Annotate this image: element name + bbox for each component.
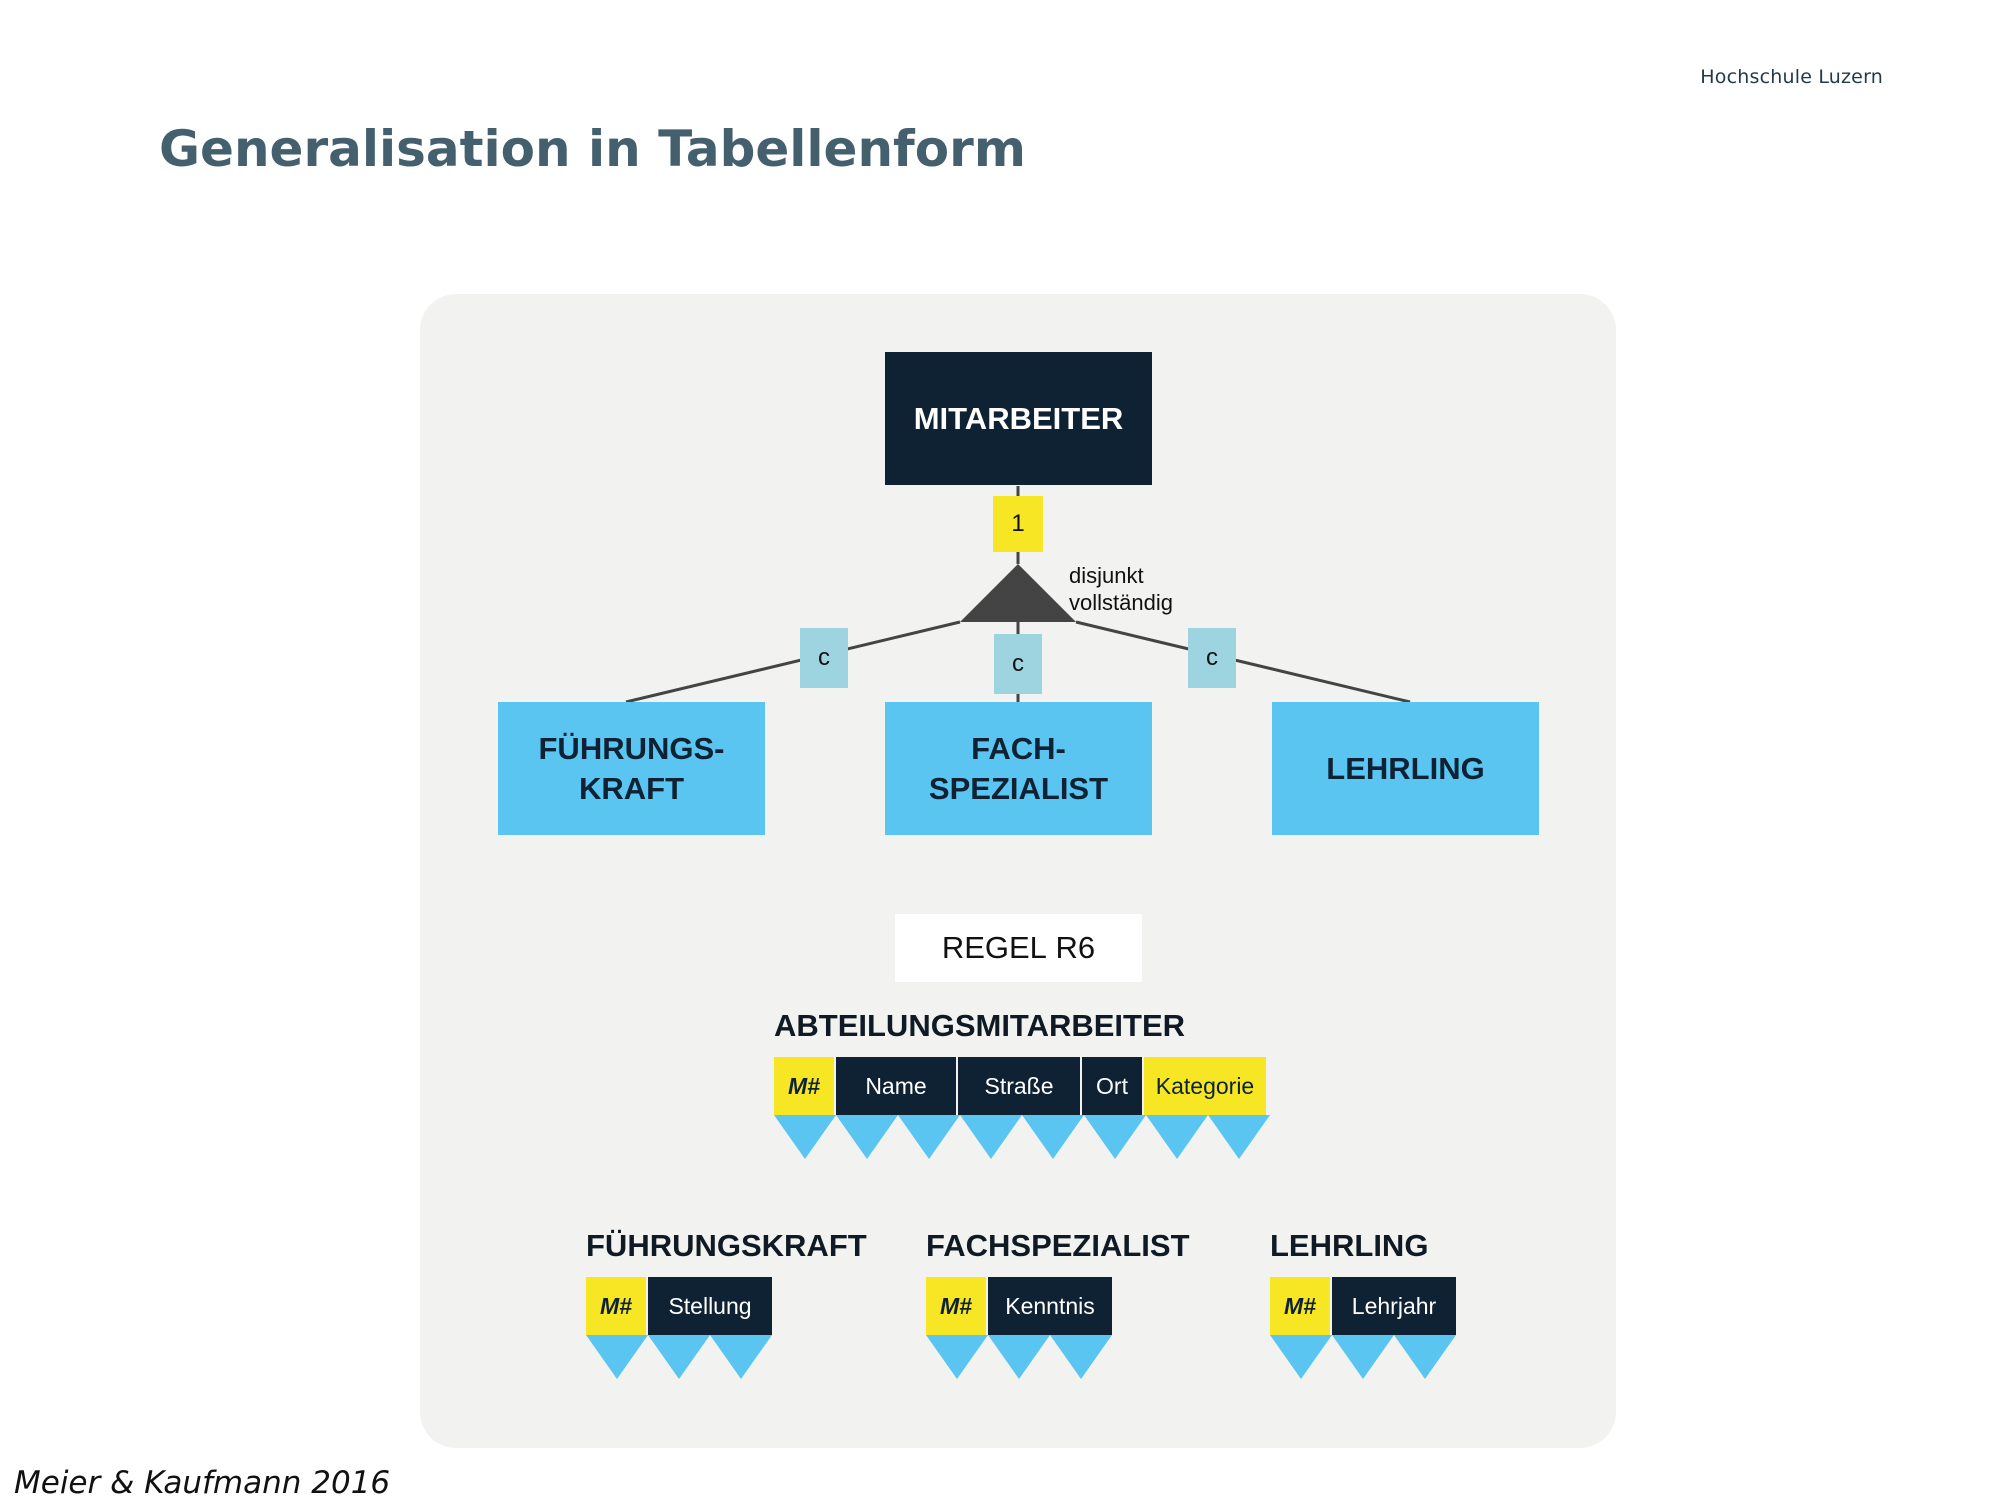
domain-triangles [926, 1335, 1112, 1379]
rule-name: R6 [1055, 930, 1096, 965]
domain-triangle [898, 1115, 960, 1159]
domain-triangle [774, 1115, 836, 1159]
citation: Meier & Kaufmann 2016 [14, 1465, 391, 1501]
domain-triangle [836, 1115, 898, 1159]
domain-triangles [586, 1335, 772, 1379]
rule-label: REGEL R6 [895, 914, 1142, 982]
column-strasse: Straße [958, 1057, 1082, 1115]
domain-triangle [586, 1335, 648, 1379]
domain-triangle [926, 1335, 988, 1379]
column-name: Name [836, 1057, 958, 1115]
entity-fuehrungskraft: FÜHRUNGS- KRAFT [498, 702, 765, 835]
domain-triangle [960, 1115, 1022, 1159]
column-kategorie: Kategorie [1144, 1057, 1266, 1115]
cardinality-fuehrungskraft: c [800, 628, 848, 688]
generalization-triangle [960, 564, 1076, 622]
column-m-nr: M# [1270, 1277, 1332, 1335]
domain-triangle [1394, 1335, 1456, 1379]
table-name-fuehrungskraft: FÜHRUNGSKRAFT [586, 1228, 867, 1263]
domain-triangle [1332, 1335, 1394, 1379]
column-lehrjahr: Lehrjahr [1332, 1277, 1456, 1335]
entity-lehrling: LEHRLING [1272, 702, 1539, 835]
domain-triangle [648, 1335, 710, 1379]
column-kenntnis: Kenntnis [988, 1277, 1112, 1335]
domain-triangles [1270, 1335, 1456, 1379]
domain-triangles [774, 1115, 1270, 1159]
domain-triangle [1146, 1115, 1208, 1159]
domain-triangle [1050, 1335, 1112, 1379]
domain-triangle [1022, 1115, 1084, 1159]
domain-triangle [710, 1335, 772, 1379]
domain-triangle [1208, 1115, 1270, 1159]
slide-title: Generalisation in Tabellenform [159, 120, 1026, 178]
table-name-fachspezialist: FACHSPEZIALIST [926, 1228, 1190, 1263]
column-m-nr: M# [926, 1277, 988, 1335]
entity-fachspezialist: FACH- SPEZIALIST [885, 702, 1152, 835]
rule-prefix: REGEL [941, 930, 1047, 965]
constraint-label: disjunkt vollständig [1069, 563, 1173, 615]
line-to-lehrling [1075, 620, 1411, 704]
table-abteilungsmitarbeiter: M# Name Straße Ort Kategorie [774, 1057, 1270, 1159]
cardinality-fachspezialist: c [994, 634, 1042, 694]
domain-triangle [1270, 1335, 1332, 1379]
table-name-abteilungsmitarbeiter: ABTEILUNGSMITARBEITER [774, 1008, 1186, 1043]
column-m-nr: M# [586, 1277, 648, 1335]
column-stellung: Stellung [648, 1277, 772, 1335]
diagram-panel: MITARBEITER 1 disjunkt vollständig c c c… [420, 294, 1616, 1448]
entity-mitarbeiter: MITARBEITER [885, 352, 1152, 485]
cardinality-lehrling: c [1188, 628, 1236, 688]
cardinality-super: 1 [993, 496, 1043, 552]
table-fuehrungskraft: M# Stellung [586, 1277, 772, 1379]
table-lehrling: M# Lehrjahr [1270, 1277, 1456, 1379]
domain-triangle [988, 1335, 1050, 1379]
table-name-lehrling: LEHRLING [1270, 1228, 1429, 1263]
domain-triangle [1084, 1115, 1146, 1159]
column-m-nr: M# [774, 1057, 836, 1115]
table-fachspezialist: M# Kenntnis [926, 1277, 1112, 1379]
column-ort: Ort [1082, 1057, 1144, 1115]
line-to-fuehrungskraft [625, 620, 961, 704]
logo-hochschule-luzern: Hochschule Luzern [1700, 66, 1883, 88]
